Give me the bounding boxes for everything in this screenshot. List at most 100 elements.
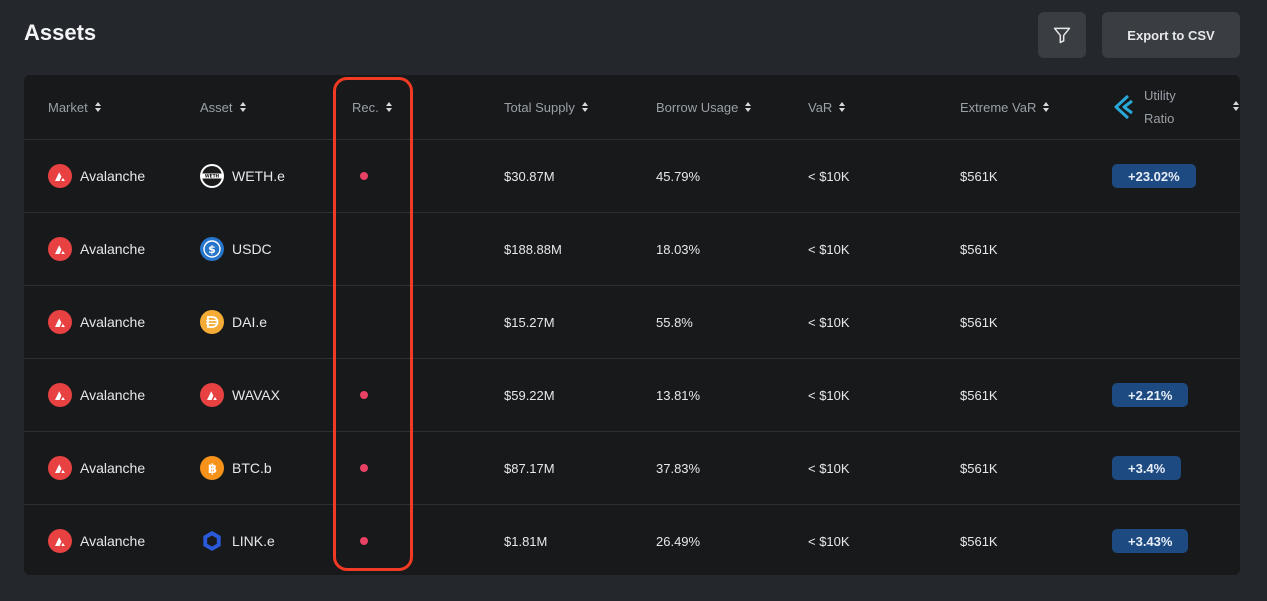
sort-icon — [385, 102, 394, 112]
market-cell: Avalanche — [48, 286, 145, 358]
column-label: Asset — [200, 99, 233, 115]
dai-icon — [200, 310, 224, 334]
extreme-var-cell: $561K — [960, 241, 998, 257]
avalanche-icon — [48, 529, 72, 553]
borrow-usage-cell: 45.79% — [656, 168, 701, 184]
asset-name: WAVAX — [232, 387, 280, 403]
avalanche-icon — [48, 237, 72, 261]
sort-icon — [94, 102, 103, 112]
column-label: Total Supply — [504, 99, 575, 115]
extreme-var-cell: $561K — [960, 533, 998, 549]
column-header-asset[interactable]: Asset — [200, 75, 248, 139]
market-name: Avalanche — [80, 168, 146, 184]
borrow-usage-cell: 18.03% — [656, 241, 701, 257]
column-header-rec[interactable]: Rec. — [352, 75, 394, 139]
table-row[interactable]: Avalanche DAI.e $15.27M 55.8% < $10K $561K — [24, 286, 1240, 359]
export-csv-button[interactable]: Export to CSV — [1102, 12, 1240, 58]
extreme-var-cell: $561K — [960, 168, 998, 184]
asset-cell: $ USDC — [200, 213, 272, 285]
column-header-market[interactable]: Market — [48, 75, 103, 139]
utility-ratio-cell: +23.02% — [1112, 140, 1196, 212]
total-supply-cell: $59.22M — [504, 387, 555, 403]
table-row[interactable]: Avalanche ฿ BTC.b $87.17M 37.83% < $10K $561K +… — [24, 432, 1240, 505]
market-name: Avalanche — [80, 314, 146, 330]
total-supply-cell: $15.27M — [504, 314, 555, 330]
asset-name: USDC — [232, 241, 272, 257]
table-row[interactable]: Avalanche $ USDC $188.88M 18.03% < $10K $561K — [24, 213, 1240, 286]
utility-ratio-cell: +3.43% — [1112, 505, 1189, 575]
market-cell: Avalanche — [48, 140, 145, 212]
column-label: Market — [48, 99, 88, 115]
usdc-icon: $ — [200, 237, 224, 261]
utility-ratio-badge: +3.4% — [1112, 456, 1182, 480]
page-title: Assets — [24, 20, 97, 45]
table-row[interactable]: Avalanche LINK.e $1.81M 26.49% < $10K $561K +3… — [24, 505, 1240, 575]
rec-cell — [360, 140, 368, 212]
utility-ratio-badge: +23.02% — [1112, 164, 1196, 188]
borrow-usage-cell: 37.83% — [656, 460, 701, 476]
asset-name: DAI.e — [232, 314, 268, 330]
column-label: Rec. — [352, 99, 379, 115]
total-supply-cell: $30.87M — [504, 168, 555, 184]
sort-icon — [839, 102, 847, 112]
sort-icon — [1233, 101, 1240, 111]
market-name: Avalanche — [80, 387, 146, 403]
svg-text:WETH: WETH — [205, 174, 220, 180]
link-icon — [200, 529, 224, 553]
filter-button[interactable] — [1038, 12, 1086, 58]
avalanche-icon — [48, 164, 72, 188]
var-cell: < $10K — [808, 314, 850, 330]
table-row[interactable]: Avalanche WAVAX $59.22M 13.81% < $10K $561K +2… — [24, 359, 1240, 432]
avalanche-icon — [48, 310, 72, 334]
column-header-borrow-usage[interactable]: Borrow Usage — [656, 75, 753, 139]
var-cell: < $10K — [808, 241, 850, 257]
column-header-total-supply[interactable]: Total Supply — [504, 75, 590, 139]
rec-cell — [360, 359, 368, 431]
column-label: Borrow Usage — [656, 99, 739, 115]
asset-cell: DAI.e — [200, 286, 267, 358]
rec-cell — [360, 505, 368, 575]
market-name: Avalanche — [80, 533, 146, 549]
weth-icon: WETH — [200, 164, 224, 188]
column-label-line-1: Utility — [1144, 88, 1176, 103]
market-name: Avalanche — [80, 460, 146, 476]
recommendation-dot — [360, 172, 368, 180]
column-header-extreme-var[interactable]: Extreme VaR — [960, 75, 1051, 139]
filter-icon — [1053, 27, 1071, 44]
avalanche-icon — [48, 456, 72, 480]
recommendation-dot — [360, 391, 368, 399]
recommendation-dot — [360, 537, 368, 545]
asset-name: WETH.e — [232, 168, 285, 184]
utility-ratio-badge: +3.43% — [1112, 529, 1189, 553]
market-cell: Avalanche — [48, 432, 145, 504]
var-cell: < $10K — [808, 168, 850, 184]
rec-cell — [360, 432, 368, 504]
total-supply-cell: $87.17M — [504, 460, 555, 476]
extreme-var-cell: $561K — [960, 387, 998, 403]
asset-cell: WETH WETH.e — [200, 140, 285, 212]
sort-icon — [1043, 102, 1051, 112]
asset-name: LINK.e — [232, 533, 275, 549]
utility-logo-icon — [1114, 94, 1133, 120]
utility-ratio-badge: +2.21% — [1112, 383, 1189, 407]
asset-cell: LINK.e — [200, 505, 275, 575]
var-cell: < $10K — [808, 533, 850, 549]
asset-cell: ฿ BTC.b — [200, 432, 272, 504]
market-cell: Avalanche — [48, 505, 145, 575]
var-cell: < $10K — [808, 387, 850, 403]
column-label-line-2: Ratio — [1144, 111, 1175, 126]
sort-icon — [745, 102, 753, 112]
market-cell: Avalanche — [48, 213, 145, 285]
market-name: Avalanche — [80, 241, 146, 257]
sort-icon — [239, 102, 248, 112]
column-label: VaR — [808, 99, 833, 115]
table-row[interactable]: Avalanche WETH WETH.e $30.87M 45.79% < $10K $5… — [24, 140, 1240, 213]
extreme-var-cell: $561K — [960, 314, 998, 330]
table-header: Market Asset Rec. Total Supply Borrow Us… — [24, 75, 1240, 140]
column-label: Extreme VaR — [960, 99, 1037, 115]
column-header-utility-ratio[interactable]: Utility Ratio — [1112, 75, 1239, 139]
recommendation-dot — [360, 464, 368, 472]
borrow-usage-cell: 13.81% — [656, 387, 701, 403]
utility-ratio-cell: +3.4% — [1112, 432, 1182, 504]
column-header-var[interactable]: VaR — [808, 75, 847, 139]
